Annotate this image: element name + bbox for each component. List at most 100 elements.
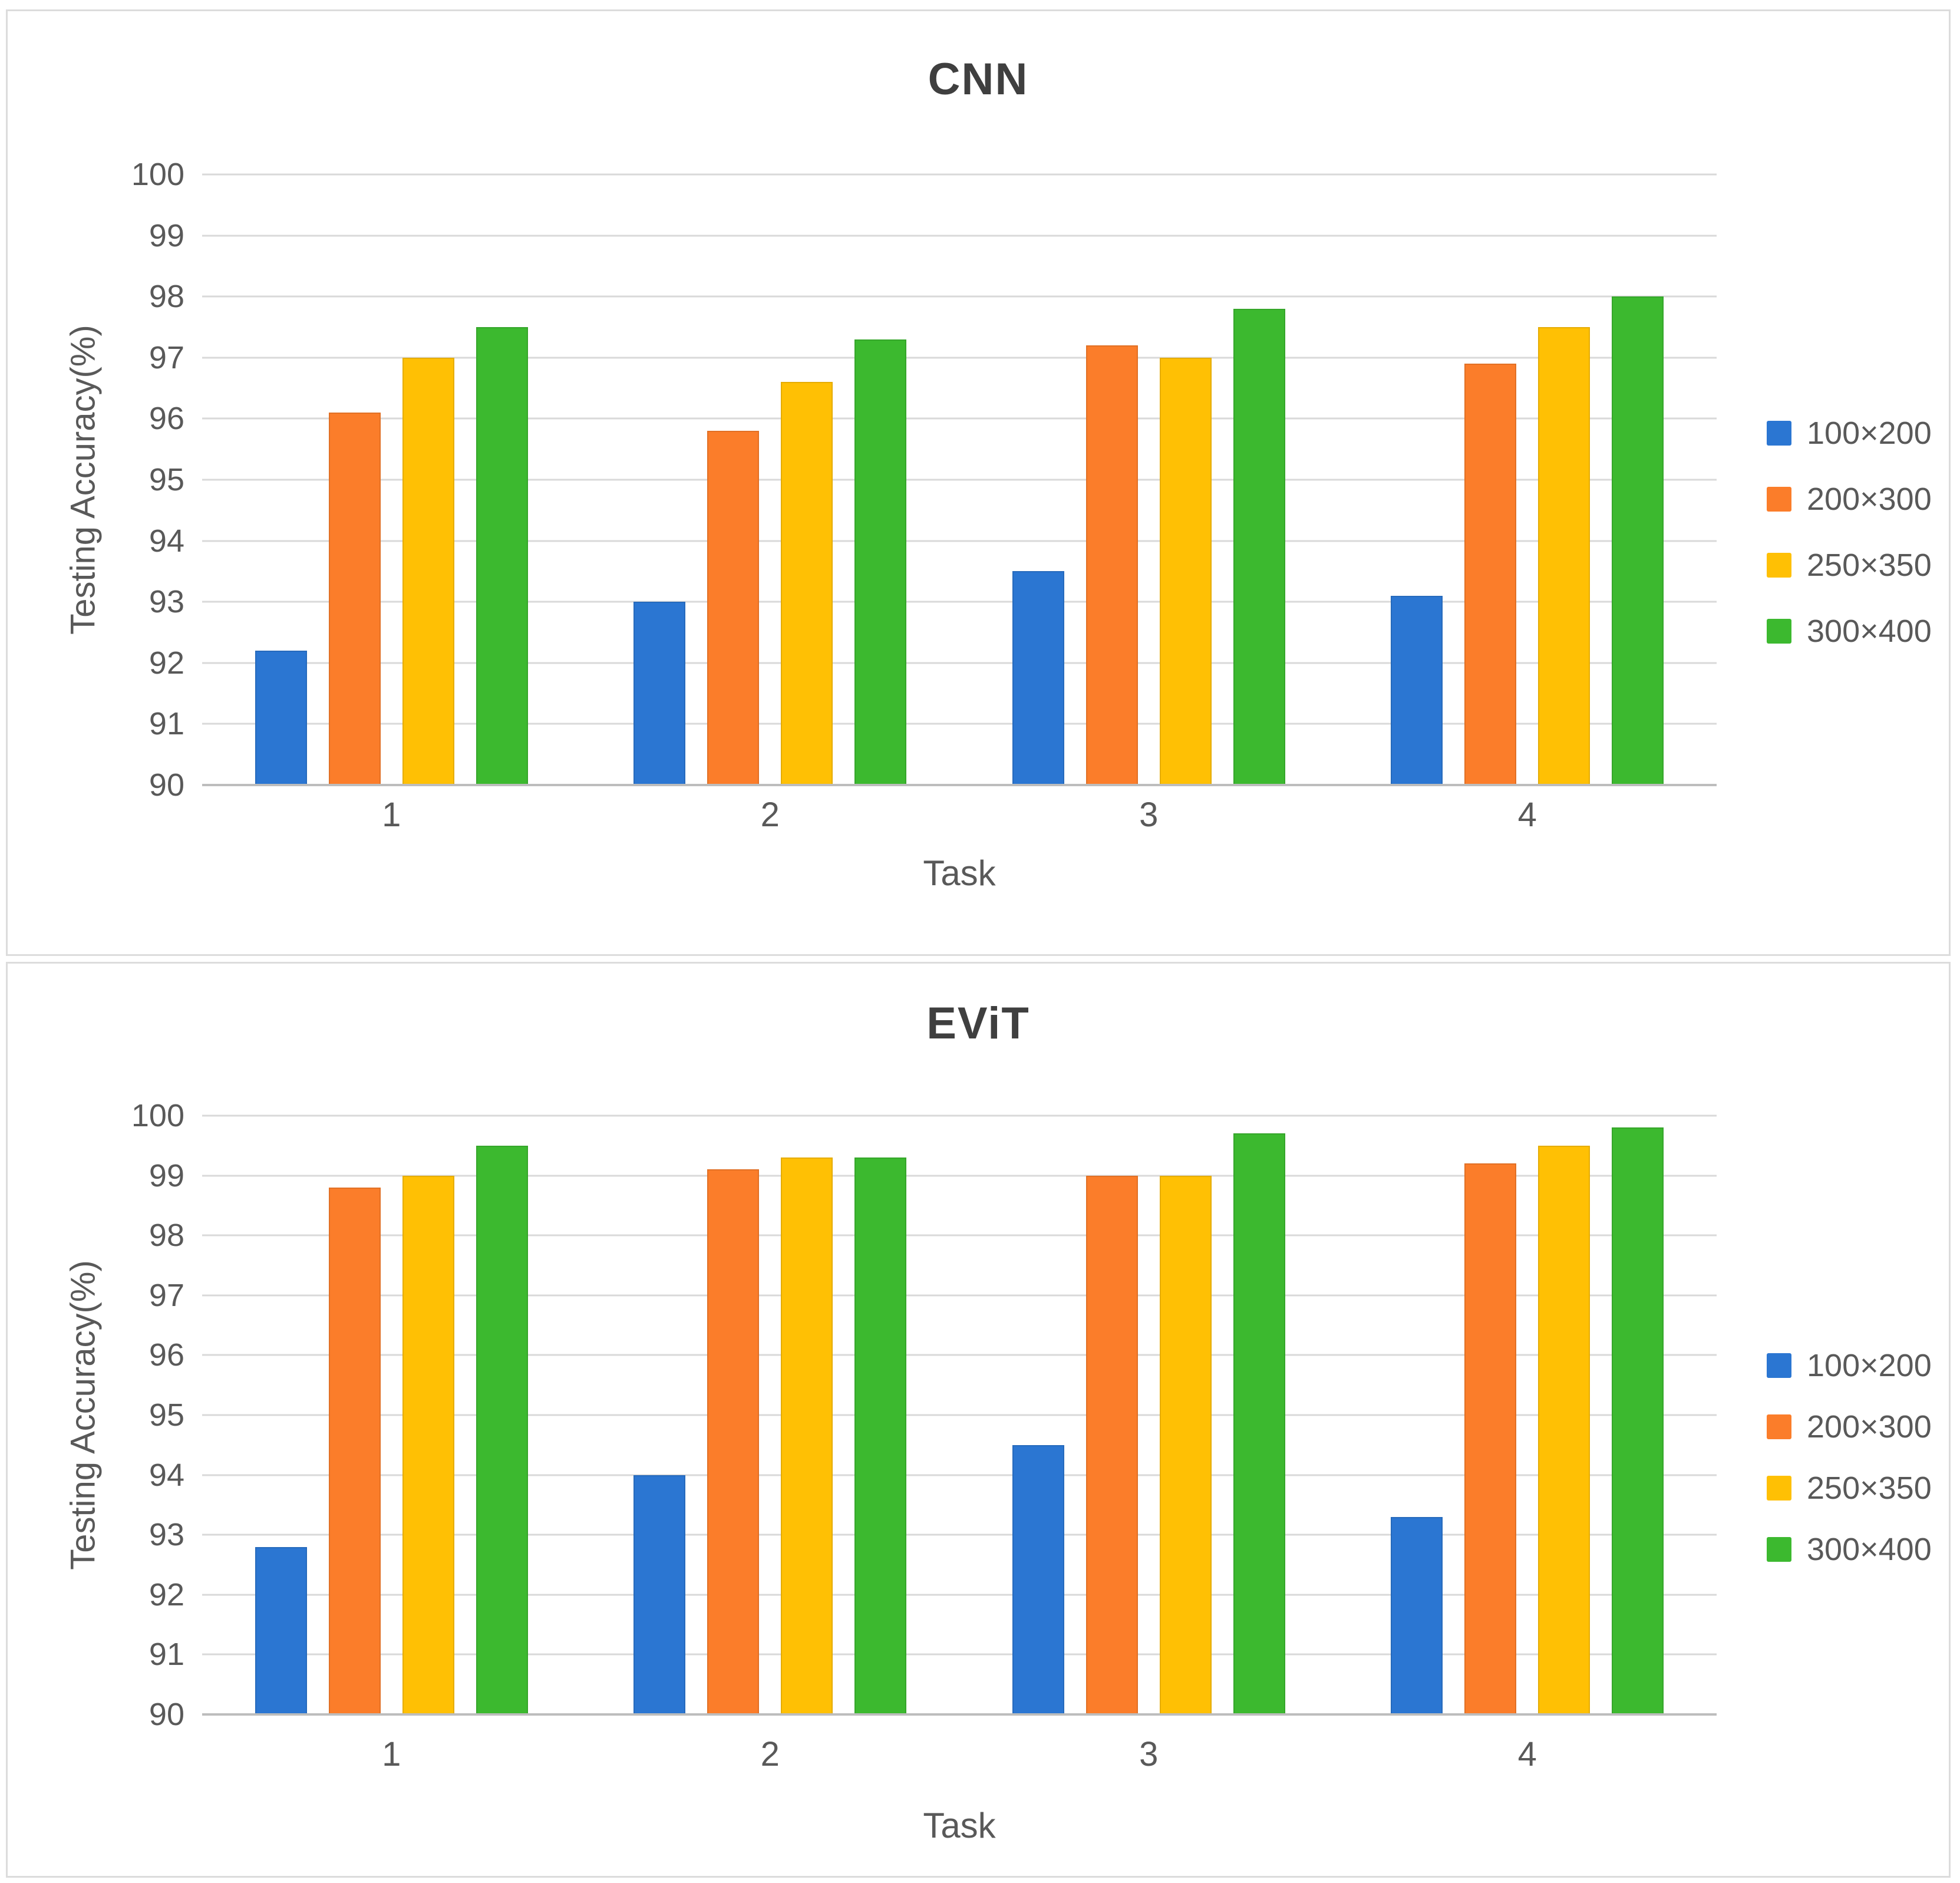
- bar-group-task-2: [581, 1116, 960, 1714]
- bar-300×400-task-4: [1612, 296, 1664, 785]
- x-axis-line: [202, 1713, 1717, 1716]
- x-tick-label: 1: [382, 1735, 401, 1773]
- x-tick-label: 4: [1517, 796, 1537, 834]
- chart-title: CNN: [928, 54, 1029, 104]
- y-tick-label: 98: [149, 279, 184, 315]
- legend-label: 250×350: [1807, 548, 1932, 583]
- x-axis-labels: 1 2 3 4: [202, 1734, 1717, 1774]
- bar-100×200-task-3: [1012, 571, 1064, 785]
- gridline: [202, 1294, 1717, 1297]
- gridline: [202, 295, 1717, 298]
- bar-300×400-task-1: [476, 327, 528, 785]
- x-axis-line: [202, 784, 1717, 786]
- legend-item: 250×350: [1767, 1470, 1932, 1506]
- y-axis-ticks: 100 99 98 97 96 95 94 93 92 91 90: [84, 159, 184, 801]
- x-tick-label: 1: [382, 796, 401, 834]
- evit-panel: EViT Testing Accuracy(%) 100 99 98 97 96 95 94…: [6, 962, 1951, 1878]
- legend-item: 300×400: [1767, 614, 1932, 649]
- bar-groups: [202, 1116, 1717, 1714]
- bar-200×300-task-3: [1085, 345, 1138, 785]
- gridline: [202, 1175, 1717, 1177]
- y-tick-label: 99: [149, 1157, 184, 1193]
- bar-100×200-task-4: [1391, 1516, 1443, 1714]
- y-tick-label: 96: [149, 1337, 184, 1373]
- bar-250×350-task-4: [1538, 327, 1591, 785]
- bar-200×300-task-2: [707, 431, 760, 785]
- gridline: [202, 1534, 1717, 1536]
- bar-200×300-task-3: [1085, 1175, 1138, 1714]
- bar-200×300-task-1: [328, 1187, 381, 1714]
- gridline: [202, 1653, 1717, 1656]
- bar-100×200-task-1: [255, 651, 307, 785]
- y-tick-label: 97: [149, 339, 184, 375]
- legend: 100×200 200×300 250×350 300×400: [1767, 1348, 1932, 1567]
- chart-title: EViT: [926, 998, 1030, 1048]
- x-axis-labels: 1 2 3 4: [202, 795, 1717, 835]
- gridlines: [202, 1114, 1717, 1716]
- gridline: [202, 1594, 1717, 1596]
- bar-250×350-task-2: [781, 382, 833, 785]
- gridline: [202, 357, 1717, 359]
- bar-100×200-task-3: [1012, 1445, 1064, 1714]
- x-tick-label: 3: [1139, 796, 1159, 834]
- x-tick-label: 2: [760, 796, 780, 834]
- bar-100×200-task-2: [633, 1475, 686, 1714]
- bar-250×350-task-1: [402, 1175, 454, 1714]
- y-tick-label: 90: [149, 767, 184, 803]
- gridline: [202, 723, 1717, 725]
- bar-group-task-3: [959, 1116, 1338, 1714]
- legend-label: 200×300: [1807, 1409, 1932, 1445]
- bar-300×400-task-3: [1233, 308, 1285, 785]
- gridlines: [202, 173, 1717, 786]
- x-axis-title: Task: [923, 1806, 996, 1845]
- bar-100×200-task-2: [633, 602, 686, 785]
- bar-200×300-task-1: [328, 413, 381, 785]
- bar-200×300-task-2: [707, 1169, 760, 1714]
- gridline: [202, 417, 1717, 420]
- legend-swatch-icon: [1767, 1476, 1791, 1501]
- legend-swatch-icon: [1767, 421, 1791, 446]
- plot-area: [202, 173, 1717, 786]
- legend-item: 200×300: [1767, 1409, 1932, 1445]
- y-tick-label: 91: [149, 706, 184, 742]
- legend-label: 300×400: [1807, 614, 1932, 649]
- legend-label: 300×400: [1807, 1532, 1932, 1567]
- y-tick-label: 98: [149, 1218, 184, 1254]
- gridline: [202, 1414, 1717, 1416]
- y-tick-label: 99: [149, 217, 184, 253]
- gridline: [202, 1474, 1717, 1476]
- legend-swatch-icon: [1767, 619, 1791, 644]
- bar-group-task-1: [202, 174, 581, 785]
- bar-300×400-task-2: [854, 1157, 907, 1714]
- gridline: [202, 479, 1717, 481]
- legend-item: 100×200: [1767, 1348, 1932, 1383]
- y-tick-label: 97: [149, 1277, 184, 1313]
- gridline: [202, 601, 1717, 603]
- bar-250×350-task-2: [781, 1157, 833, 1714]
- legend: 100×200 200×300 250×350 300×400: [1767, 415, 1932, 649]
- legend-swatch-icon: [1767, 1353, 1791, 1378]
- bar-group-task-2: [581, 174, 960, 785]
- bar-250×350-task-1: [402, 357, 454, 785]
- legend-label: 100×200: [1807, 1348, 1932, 1383]
- x-tick-label: 2: [760, 1735, 780, 1773]
- gridline: [202, 540, 1717, 542]
- y-tick-label: 94: [149, 523, 184, 559]
- y-tick-label: 94: [149, 1457, 184, 1493]
- bar-200×300-task-4: [1464, 1163, 1517, 1714]
- y-axis-ticks: 100 99 98 97 96 95 94 93 92 91 90: [84, 1100, 184, 1730]
- bar-300×400-task-3: [1233, 1133, 1285, 1714]
- bar-100×200-task-4: [1391, 595, 1443, 785]
- bar-250×350-task-4: [1538, 1145, 1591, 1714]
- legend-item: 300×400: [1767, 1532, 1932, 1567]
- bar-100×200-task-1: [255, 1546, 307, 1714]
- cnn-panel: CNN Testing Accuracy(%) 100 99 98 97 96 95 94 9…: [6, 9, 1951, 956]
- x-tick-label: 4: [1517, 1735, 1537, 1773]
- bar-group-task-1: [202, 1116, 581, 1714]
- y-tick-label: 93: [149, 584, 184, 620]
- legend-label: 250×350: [1807, 1470, 1932, 1506]
- bar-300×400-task-2: [854, 339, 907, 785]
- legend-item: 250×350: [1767, 548, 1932, 583]
- bar-250×350-task-3: [1159, 357, 1212, 785]
- gridline: [202, 662, 1717, 664]
